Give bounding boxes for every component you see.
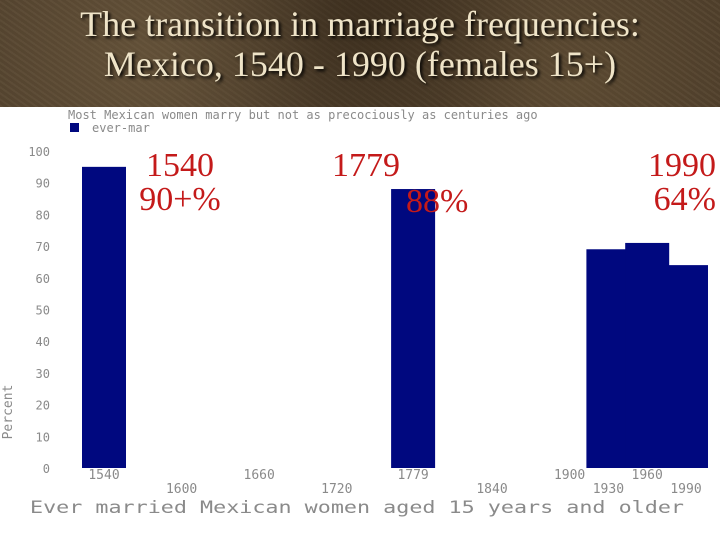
annotation-1990-year: 1990 [648,147,716,184]
x-tick-label-1660: 1660 [244,468,275,483]
x-tick-label-1720: 1720 [321,482,352,497]
x-tick-label-1779: 1779 [397,468,428,483]
bar-1540 [82,166,126,468]
y-tick-label-10: 10 [36,430,50,444]
annotation-1540-value: 90+% [139,181,221,218]
y-tick-label-30: 30 [36,367,50,381]
y-tick-label-40: 40 [36,335,50,349]
x-tick-label-1540: 1540 [88,468,119,483]
annotation-1779-year: 1779 [332,147,400,184]
slide-title-line-2: Mexico, 1540 - 1990 (females 15+) [103,44,617,84]
x-tick-label-1990: 1990 [670,482,701,497]
bar-1960 [625,242,670,468]
bar-1930 [586,249,631,468]
y-tick-label-60: 60 [36,272,50,286]
chart-panel: Most Mexican women marry but not as prec… [0,107,720,540]
y-axis-label: Percent [1,385,16,440]
y-tick-label-20: 20 [36,399,50,413]
slide-title: The transition in marriage frequencies: … [0,4,720,84]
annotation-1990: 1990 64% [560,149,716,217]
bar-chart: Most Mexican women marry but not as prec… [1,108,708,518]
y-tick-label-50: 50 [36,304,50,318]
annotation-1779-value: 88% [406,183,469,220]
y-tick-label-80: 80 [36,208,50,222]
x-axis-label: Ever married Mexican women aged 15 years… [30,498,684,518]
slide-title-line-1: The transition in marriage frequencies: [80,4,640,44]
x-tick-label-1840: 1840 [476,482,507,497]
y-tick-labels: 0 10 20 30 40 50 60 70 80 90 100 [28,145,50,476]
chart-subtitle: Most Mexican women marry but not as prec… [68,108,538,122]
x-tick-label-1600: 1600 [166,482,197,497]
y-tick-label-70: 70 [36,240,50,254]
x-tick-labels: 1540 1600 1660 1720 1779 1840 1900 1930 1960 1990 [88,468,701,497]
y-tick-label-0: 0 [43,462,50,476]
legend-swatch [70,123,79,132]
annotation-1990-value: 64% [653,181,716,218]
x-tick-label-1900: 1900 [554,468,585,483]
bars [82,166,708,468]
y-tick-label-90: 90 [36,177,50,191]
bar-1779 [391,189,436,468]
annotation-1540: 1540 90+% [120,149,240,217]
x-tick-label-1930: 1930 [593,482,624,497]
annotation-1540-year: 1540 [146,147,214,184]
bar-1990 [664,265,708,468]
legend-label: ever-mar [92,121,150,135]
x-tick-label-1960: 1960 [632,468,663,483]
y-tick-label-100: 100 [28,145,50,159]
